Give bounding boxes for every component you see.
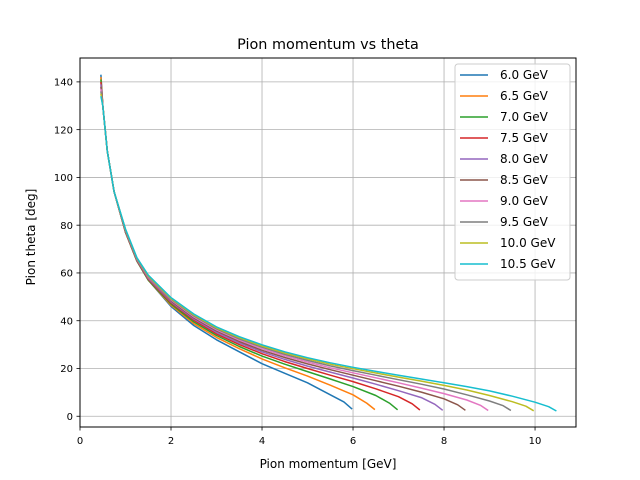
chart-title: Pion momentum vs theta <box>237 37 419 53</box>
y-tick-label: 80 <box>60 221 73 232</box>
y-tick-label: 40 <box>60 316 73 327</box>
legend-label: 9.0 GeV <box>500 194 549 208</box>
y-tick-label: 60 <box>60 269 73 280</box>
x-tick-label: 4 <box>259 436 265 447</box>
legend-label: 6.5 GeV <box>500 89 549 103</box>
y-tick-label: 140 <box>54 77 73 88</box>
axes-frame <box>79 57 577 428</box>
y-tick-label: 100 <box>54 173 73 184</box>
plot-lines <box>100 74 557 412</box>
series-line <box>100 96 557 412</box>
legend-label: 6.0 GeV <box>500 68 549 82</box>
x-tick-label: 2 <box>168 436 174 447</box>
legend-label: 10.5 GeV <box>500 257 556 271</box>
x-axis-label: Pion momentum [GeV] <box>260 457 397 471</box>
x-tick-label: 8 <box>441 436 447 447</box>
legend-label: 7.5 GeV <box>500 131 549 145</box>
y-tick-label: 120 <box>54 125 73 136</box>
legend-label: 8.0 GeV <box>500 152 549 166</box>
y-tick-label: 0 <box>67 412 73 423</box>
legend-label: 7.0 GeV <box>500 110 549 124</box>
x-tick-label: 0 <box>77 436 83 447</box>
legend: 6.0 GeV 6.5 GeV 7.0 GeV 7.5 GeV 8.0 GeV 8.5 G… <box>454 63 571 281</box>
y-axis-label: Pion theta [deg] <box>24 189 38 286</box>
legend-label: 9.5 GeV <box>500 215 549 229</box>
legend-label: 8.5 GeV <box>500 173 549 187</box>
y-tick-label: 20 <box>60 364 73 375</box>
x-tick-label: 10 <box>529 436 542 447</box>
x-tick-label: 6 <box>350 436 356 447</box>
legend-label: 10.0 GeV <box>500 236 556 250</box>
legend-box <box>454 63 571 281</box>
